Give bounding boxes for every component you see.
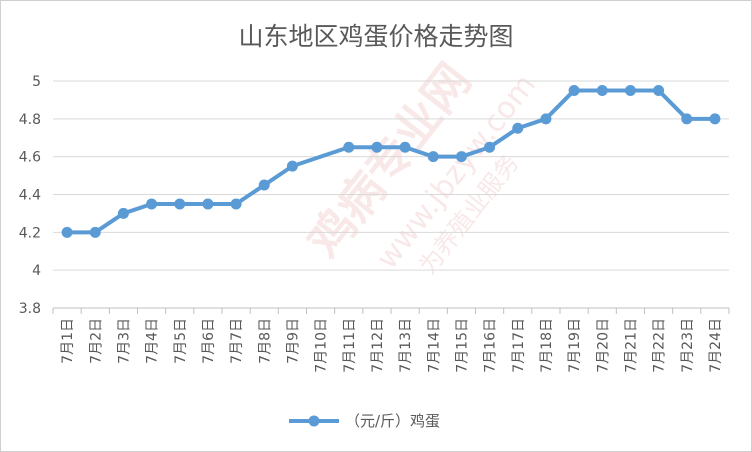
legend[interactable]: （元/斤）鸡蛋 [289,412,440,430]
y-tick-label: 4.4 [19,188,41,204]
y-tick-label: 5 [32,74,41,90]
data-point [596,84,608,96]
x-tick-label: 7月23日 [680,318,696,373]
data-point [399,141,411,153]
data-point [681,113,693,125]
data-point [286,160,298,172]
data-point [455,151,467,163]
x-tick-label: 7月8日 [257,318,273,364]
data-point [343,141,355,153]
x-tick-label: 7月17日 [511,318,527,373]
legend-point-marker [308,415,320,427]
data-point [202,198,214,210]
data-point [146,198,158,210]
y-tick-label: 4.8 [19,112,41,128]
x-tick-label: 7月9日 [285,318,301,364]
x-tick-label: 7月21日 [623,318,639,373]
data-point [653,84,665,96]
x-axis-ticks: 7月1日 7月2日 7月3日 7月4日 7月5日 7月6日 7月7日 7月8日 7月9日 7月10… [60,318,724,373]
data-point [371,141,383,153]
data-point [89,226,101,238]
x-tick-label: 7月1日 [60,318,76,364]
x-tick-label: 7月19日 [567,318,583,373]
x-tick-label: 7月10日 [314,318,330,373]
chart-title: 山东地区鸡蛋价格走势图 [238,22,513,51]
x-tick-label: 7月3日 [116,318,132,364]
x-tick-label: 7月2日 [88,318,104,364]
legend-label: （元/斤）鸡蛋 [345,412,440,430]
y-tick-label: 4.6 [19,150,41,166]
x-tick-label: 7月20日 [595,318,611,373]
gridlines [53,80,729,271]
x-tick-label: 7月16日 [483,318,499,373]
data-point [258,179,270,191]
data-point [427,151,439,163]
series-layer [61,84,721,238]
x-tick-label: 7月13日 [398,318,414,373]
x-tick-label: 7月5日 [173,318,189,364]
data-point [624,84,636,96]
y-tick-label: 4 [32,263,41,279]
y-tick-label: 3.8 [19,301,41,317]
data-point [230,198,242,210]
x-axis [52,307,730,314]
x-tick-label: 7月18日 [539,318,555,373]
y-axis-ticks: 3.8 4 4.2 4.4 4.6 4.8 5 [19,74,41,317]
data-point [540,113,552,125]
x-tick-label: 7月12日 [370,318,386,373]
x-tick-label: 7月6日 [201,318,217,364]
x-tick-label: 7月24日 [708,318,724,373]
y-tick-label: 4.2 [19,225,41,241]
data-point [512,122,524,134]
x-tick-label: 7月22日 [652,318,668,373]
data-point [484,141,496,153]
data-point [174,198,186,210]
data-point [568,84,580,96]
x-tick-label: 7月11日 [342,318,358,373]
x-tick-label: 7月14日 [426,318,442,373]
x-tick-label: 7月4日 [145,318,161,364]
x-tick-label: 7月7日 [229,318,245,364]
data-point [709,113,721,125]
data-point [117,207,129,219]
data-point [61,226,73,238]
x-tick-label: 7月15日 [454,318,470,373]
